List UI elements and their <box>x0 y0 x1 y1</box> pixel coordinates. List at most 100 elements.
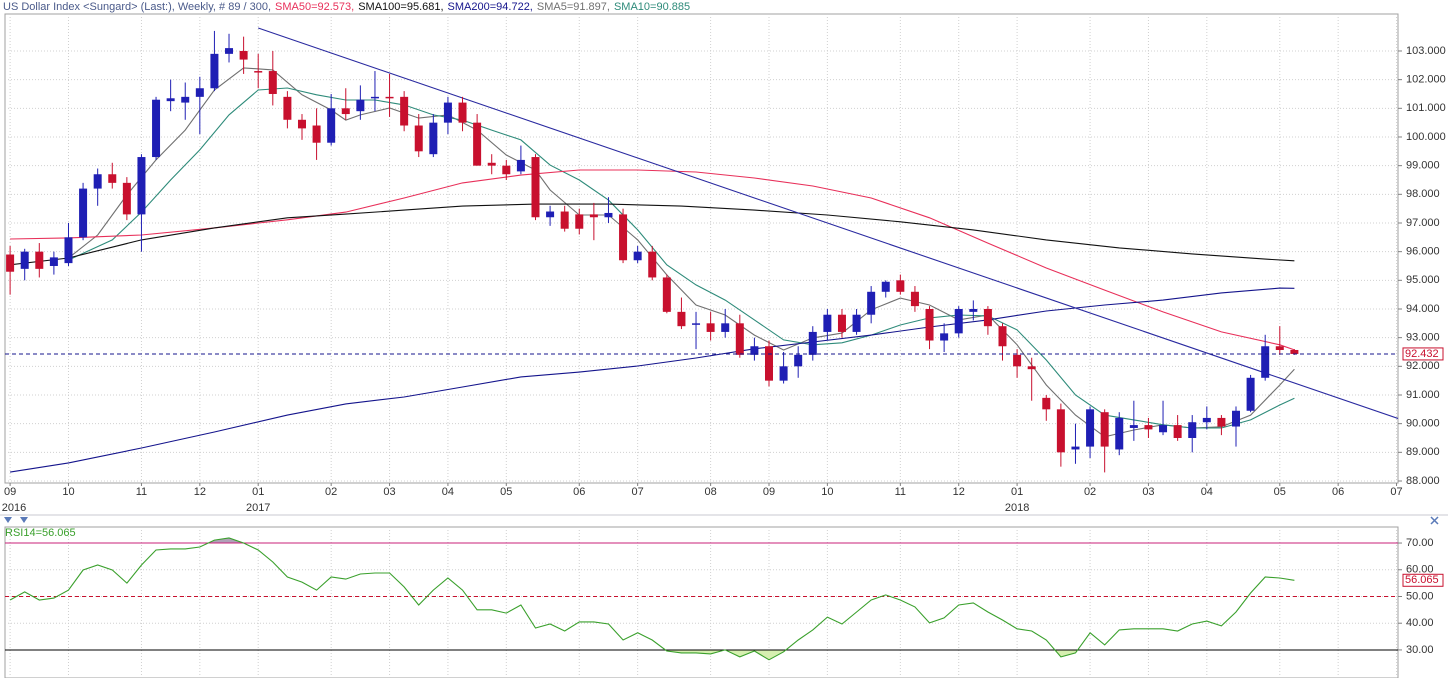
candle-body <box>750 346 759 355</box>
candle-body <box>1056 409 1065 453</box>
candle-body <box>808 331 817 355</box>
candle-body <box>414 125 423 152</box>
candle-body <box>6 254 15 272</box>
rsi-label: RSI14=56.065 <box>5 527 76 539</box>
x-tick-label: 03 <box>1142 486 1154 498</box>
close-panel[interactable] <box>1430 516 1439 525</box>
header-part: SMA50=92.573, <box>275 1 354 13</box>
candle-body <box>400 96 409 126</box>
candle-body <box>152 99 161 158</box>
candle-body <box>356 99 365 112</box>
y-tick-label: 90.000 <box>1406 418 1440 430</box>
y-tick-label: 99.000 <box>1406 160 1440 172</box>
candle-body <box>1290 349 1299 354</box>
candle-body <box>137 157 146 215</box>
header-part: SMA100=95.681, <box>358 1 443 13</box>
x-tick-label: 04 <box>1201 486 1213 498</box>
y-tick-label: 94.000 <box>1406 303 1440 315</box>
x-tick-label: 11 <box>895 486 906 498</box>
candle-body <box>706 323 715 332</box>
y-tick-label: 103.000 <box>1406 45 1446 57</box>
y-tick-label: 30.00 <box>1406 644 1434 656</box>
candle-body <box>1261 346 1270 378</box>
candle-body <box>998 326 1007 347</box>
candle-body <box>604 212 613 218</box>
candle-body <box>312 125 321 143</box>
candle-body <box>443 102 452 123</box>
candle-body <box>692 323 701 325</box>
header-part: SMA200=94.722, <box>448 1 533 13</box>
panel-arrows[interactable] <box>4 517 28 523</box>
candle-body <box>487 162 496 166</box>
candle-body <box>93 174 102 189</box>
y-tick-label: 92.000 <box>1406 360 1440 372</box>
candle-body <box>516 159 525 172</box>
y-tick-label: 89.000 <box>1406 446 1440 458</box>
candle-body <box>268 71 277 94</box>
year-label: 2016 <box>2 502 26 514</box>
candle-body <box>881 281 890 292</box>
rsi-panel-frame <box>4 526 1399 678</box>
header-part: SMA10=90.885 <box>614 1 690 13</box>
trendline <box>258 27 1399 420</box>
candle-body <box>79 188 88 238</box>
y-tick-label: 88.000 <box>1406 475 1440 487</box>
candle-body <box>896 280 905 292</box>
x-tick-label: 09 <box>4 486 16 498</box>
candle-body <box>370 96 379 99</box>
x-tick-label: 12 <box>194 486 206 498</box>
y-tick-label: 40.00 <box>1406 617 1434 629</box>
candle-body <box>239 50 248 60</box>
x-tick-label: 02 <box>325 486 337 498</box>
candle-body <box>49 257 58 266</box>
y-tick-label: 70.00 <box>1406 537 1434 549</box>
candle-body <box>779 366 788 381</box>
candle-body <box>473 122 482 166</box>
candle-body <box>195 88 204 97</box>
candle-body <box>166 98 175 102</box>
x-tick-label: 01 <box>1011 486 1023 498</box>
candle-body <box>297 119 306 129</box>
candle-body <box>1086 409 1095 447</box>
candle-body <box>969 308 978 312</box>
candle-body <box>852 314 861 332</box>
candle-body <box>1115 417 1124 450</box>
x-tick-label: 06 <box>1332 486 1344 498</box>
candle-body <box>648 251 657 278</box>
y-tick-label: 50.00 <box>1406 590 1434 602</box>
candle-body <box>546 211 555 218</box>
candle-body <box>794 354 803 367</box>
candle-body <box>20 251 29 269</box>
plot-layer: 88.000 89.000 90.000 91.000 92.000 93.000 94.0… <box>2 14 1446 678</box>
x-tick-label: 05 <box>500 486 512 498</box>
candle-body <box>735 323 744 355</box>
header-part: US Dollar Index <Sungard> (Last:), Weekl… <box>3 1 271 13</box>
header: US Dollar Index <Sungard> (Last:), Weekl… <box>3 1 690 13</box>
candle-body <box>35 251 44 269</box>
y-tick-label: 95.000 <box>1406 274 1440 286</box>
candle-body <box>662 277 671 312</box>
candle-body <box>1275 346 1284 350</box>
y-tick-label: 96.000 <box>1406 246 1440 258</box>
candle-body <box>1129 425 1138 428</box>
rsi-line <box>9 537 1295 661</box>
x-tick-label: 08 <box>704 486 716 498</box>
x-tick-label: 10 <box>62 486 74 498</box>
x-tick-label: 02 <box>1084 486 1096 498</box>
candle-body <box>1173 425 1182 438</box>
candle-body <box>458 102 467 123</box>
candle-body <box>531 157 540 218</box>
candle-body <box>925 308 934 341</box>
moving-average <box>10 287 1295 473</box>
y-tick-label: 91.000 <box>1406 389 1440 401</box>
last-price-label: 92.432 <box>1405 348 1439 360</box>
y-tick-label: 93.000 <box>1406 332 1440 344</box>
candle-body <box>823 314 832 332</box>
header-part: SMA5=91.897, <box>537 1 610 13</box>
candle-body <box>1159 425 1168 433</box>
candle-body <box>502 165 511 175</box>
price-panel-frame <box>4 13 1399 484</box>
candle-body <box>1013 354 1022 367</box>
